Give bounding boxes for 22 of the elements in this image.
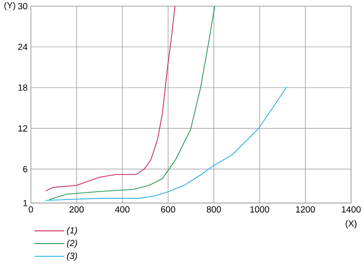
- legend-label: (3): [67, 252, 77, 261]
- line-series: [48, 6, 216, 200]
- y-tick-label: 1: [23, 200, 28, 206]
- x-axis-title: (X): [346, 220, 357, 229]
- y-tick-label: 12: [18, 125, 28, 132]
- line-series: [45, 6, 176, 192]
- y-tick-label: 24: [18, 44, 28, 50]
- legend-label: (2): [67, 240, 77, 248]
- y-tick-label: 30: [18, 3, 28, 10]
- x-tick-label: 1000: [250, 206, 270, 213]
- x-tick-label: 1400: [342, 206, 361, 213]
- x-tick-label: 800: [206, 206, 221, 213]
- x-tick-label: 600: [161, 206, 176, 213]
- legend-label: (1): [67, 227, 77, 236]
- y-axis-title: (Y): [4, 2, 16, 10]
- x-tick-label: 400: [115, 206, 130, 213]
- y-tick-label: 18: [18, 84, 28, 91]
- x-tick-label: 0: [28, 206, 33, 213]
- x-tick-label: 200: [70, 206, 84, 213]
- y-tick-label: 6: [23, 166, 28, 172]
- line-series: [45, 86, 288, 201]
- x-tick-label: 1200: [296, 206, 315, 213]
